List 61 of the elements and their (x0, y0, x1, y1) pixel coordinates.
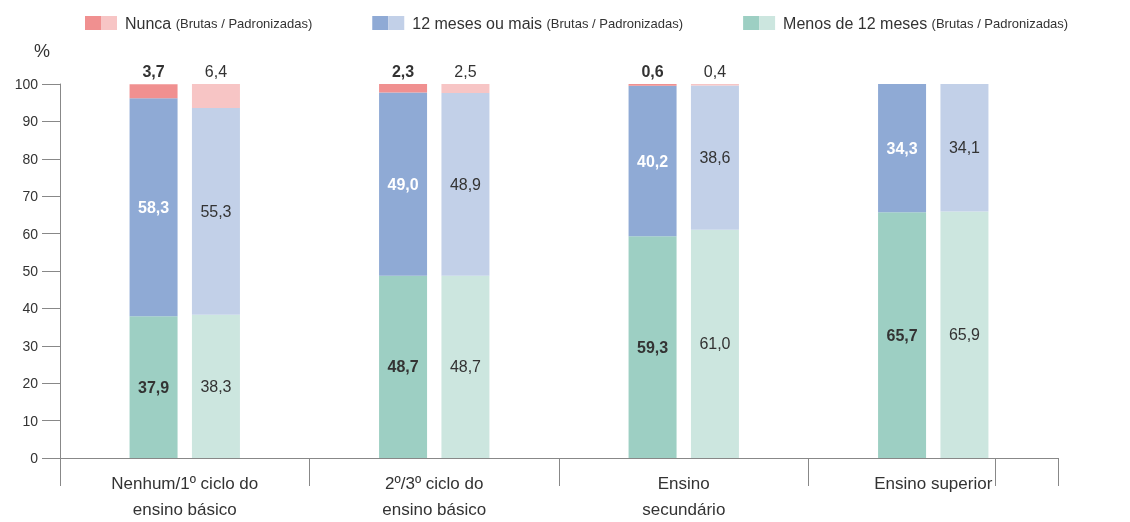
bar (379, 275, 428, 458)
bar (690, 85, 739, 230)
data-label: 0,6 (641, 62, 664, 80)
y-tick-label: 90 (22, 113, 39, 130)
data-label: 3,7 (142, 62, 165, 80)
bar (379, 92, 428, 276)
data-label: 34,3 (886, 139, 918, 157)
bar (878, 84, 927, 213)
data-label: 48,7 (449, 358, 482, 376)
bar (129, 84, 178, 99)
data-label: 2,5 (454, 62, 477, 80)
y-tick-label: 70 (22, 188, 39, 205)
bar (940, 211, 989, 458)
bar (441, 84, 490, 93)
data-label: 38,3 (200, 377, 232, 395)
x-tick-label: 2º/3º ciclo do ensino básico (382, 473, 487, 519)
bar (878, 212, 927, 458)
x-tick-label: Ensino secundário (642, 473, 726, 519)
y-tick-label: 0 (30, 450, 39, 466)
data-label: 49,0 (387, 175, 419, 193)
x-tick-label: Ensino superior (874, 473, 993, 493)
data-label: 38,6 (699, 149, 731, 167)
bar (191, 314, 240, 458)
bar (441, 275, 490, 458)
bar (628, 236, 677, 458)
bar (690, 229, 739, 458)
data-label: 6,4 (204, 62, 228, 80)
y-axis-title: % (33, 41, 50, 61)
data-label: 65,7 (886, 326, 918, 344)
data-label: 34,1 (948, 139, 981, 157)
bar (191, 84, 240, 108)
bar (379, 84, 428, 93)
y-tick-label: 50 (22, 263, 39, 279)
y-tick-label: 30 (22, 337, 39, 354)
legend-label: Nunca (Brutas / Padronizadas) (125, 14, 313, 32)
y-tick-label: 60 (22, 225, 39, 242)
y-tick-label: 10 (22, 412, 39, 429)
legend-label: Menos de 12 meses (Brutas / Padronizadas) (783, 14, 1069, 32)
bar (940, 84, 989, 212)
data-label: 58,3 (137, 198, 170, 216)
data-label: 59,3 (636, 338, 669, 356)
data-label: 48,7 (387, 358, 419, 376)
y-tick-label: 100 (14, 76, 39, 92)
data-label: 65,9 (948, 326, 981, 344)
data-label: 37,9 (137, 378, 170, 396)
x-tick-label: Nenhum/1º ciclo do ensino básico (111, 473, 259, 519)
bar (441, 92, 490, 276)
bar (129, 316, 178, 458)
data-label: 55,3 (200, 202, 232, 220)
data-label: 48,9 (449, 175, 482, 193)
y-tick-label: 80 (22, 150, 39, 167)
legend-label: 12 meses ou mais (Brutas / Padronizadas) (412, 14, 684, 32)
y-tick-label: 40 (22, 300, 39, 317)
bar (129, 98, 178, 317)
data-label: 2,3 (391, 62, 415, 80)
data-label: 40,2 (636, 152, 669, 170)
data-label: 61,0 (699, 335, 731, 353)
data-label: 0,4 (703, 62, 727, 80)
bar (628, 85, 677, 237)
bar (191, 107, 240, 315)
y-tick-label: 20 (22, 375, 39, 392)
